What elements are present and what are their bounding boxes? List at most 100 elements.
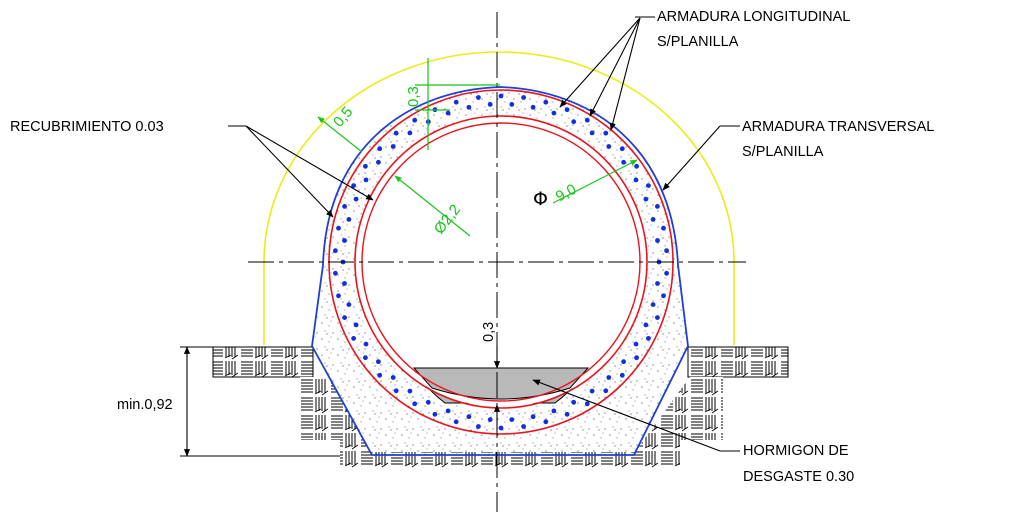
rebar-dot [336, 225, 341, 231]
rebar-dot [353, 322, 359, 328]
rebar-dot [407, 388, 413, 394]
rebar-dot [377, 146, 383, 152]
rebar-dot [393, 130, 399, 136]
rebar-dot [342, 204, 347, 209]
rebar-dot [342, 238, 347, 243]
rebar-dot [606, 144, 612, 149]
dim-wall-thickness: 0,5 [330, 104, 356, 131]
rebar-dot [646, 336, 651, 341]
dim-top-cover: 0,3 [405, 86, 422, 107]
leader-lines [180, 16, 740, 457]
label-armadura-longitudinal-planilla: S/PLANILLA [657, 34, 739, 50]
rebar-dot [655, 281, 660, 286]
rebar-dot [351, 183, 356, 189]
rebar-dot [333, 248, 338, 254]
rebar-dot [412, 401, 418, 407]
rebar-dot [476, 95, 481, 100]
rebar-dot [363, 341, 369, 347]
green-dimensions [317, 58, 638, 237]
rebar-dot [589, 388, 595, 394]
rebar-dot [664, 248, 669, 254]
rebar-dot [453, 99, 459, 105]
rebar-dot [466, 414, 472, 420]
label-armadura-transversal: ARMADURA TRANSVERSAL [742, 119, 934, 135]
rebar-dot [655, 315, 660, 320]
longitudinal-rebar-dots [333, 93, 669, 431]
rebar-dot [564, 411, 570, 417]
rebar-dot [498, 93, 504, 99]
rebar-dot [466, 104, 472, 110]
rebar-dot [655, 238, 660, 243]
rebar-dot [543, 99, 549, 105]
guide-arc [263, 51, 735, 345]
rebar-dot [543, 419, 549, 425]
rebar-dot [655, 204, 660, 209]
rebar-dot [584, 117, 590, 123]
rebar-dot [445, 408, 451, 414]
rebar-dot [342, 281, 347, 286]
rebar-dot [487, 417, 493, 422]
rebar-dot [664, 270, 669, 276]
label-recubrimiento: RECUBRIMIENTO 0.03 [10, 119, 164, 135]
rebar-dot [521, 95, 526, 100]
rebar-dot [407, 130, 413, 136]
rebar-dot [376, 159, 381, 165]
dim-wear-layer: 0,3 [481, 322, 497, 342]
rebar-dot [432, 411, 438, 417]
rebar-dot [530, 414, 536, 420]
rebar-dot [376, 359, 381, 365]
label-hormigon: HORMIGON DE [743, 443, 849, 459]
rebar-dot [634, 355, 639, 361]
rebar-dot [571, 399, 577, 405]
rebar-dot [603, 388, 609, 394]
rebar-dot [445, 110, 451, 116]
rebar-dot [363, 163, 368, 169]
label-hormigon-desgaste: DESGASTE 0.30 [743, 469, 854, 485]
rebar-dot [336, 293, 341, 299]
rebar-dot [643, 322, 649, 328]
rebar-dot [650, 217, 656, 222]
label-min-depth: min.0,92 [117, 397, 173, 413]
rebar-dot [487, 102, 493, 107]
rebar-dot [351, 336, 356, 341]
rebar-dot [342, 315, 347, 320]
rebar-dot [393, 388, 399, 394]
rebar-dot [353, 196, 359, 202]
rebar-dot [571, 119, 577, 125]
rebar-dot [346, 217, 352, 222]
label-armadura-transversal-planilla: S/PLANILLA [742, 144, 824, 160]
rebar-dot [643, 196, 649, 202]
rebar-dot [603, 130, 609, 136]
rebar-dot [363, 177, 369, 183]
rebar-dot [521, 424, 526, 429]
rebar-dot [646, 183, 651, 189]
rebar-dot [621, 159, 626, 165]
rebar-dot [551, 408, 557, 414]
rebar-dot [619, 146, 625, 152]
label-armadura-longitudinal: ARMADURA LONGITUDINAL [657, 9, 850, 25]
phi-symbol: Φ [533, 188, 548, 210]
rebar-dot [650, 302, 656, 307]
rebar-dot [584, 401, 590, 407]
rebar-dot [589, 130, 595, 136]
rebar-dot [425, 399, 431, 405]
rebar-dot [606, 375, 612, 380]
rebar-dot [619, 372, 625, 378]
rebar-dot [530, 104, 536, 110]
soil-hatching [212, 346, 789, 468]
rebar-dot [333, 270, 338, 276]
rebar-dot [498, 425, 504, 431]
wear-concrete-inside [412, 367, 590, 400]
rebar-dot [564, 107, 570, 113]
inner-rebar-ring [354, 115, 648, 409]
rebar-dot [390, 375, 396, 380]
rebar-dot [346, 302, 352, 307]
rebar-dot [390, 144, 396, 149]
rebar-dot [453, 419, 459, 425]
rebar-dot [621, 359, 626, 365]
rebar-dot [661, 293, 666, 299]
rebar-dot [661, 225, 666, 231]
rebar-dot [412, 117, 418, 123]
rebar-dot [551, 110, 557, 116]
